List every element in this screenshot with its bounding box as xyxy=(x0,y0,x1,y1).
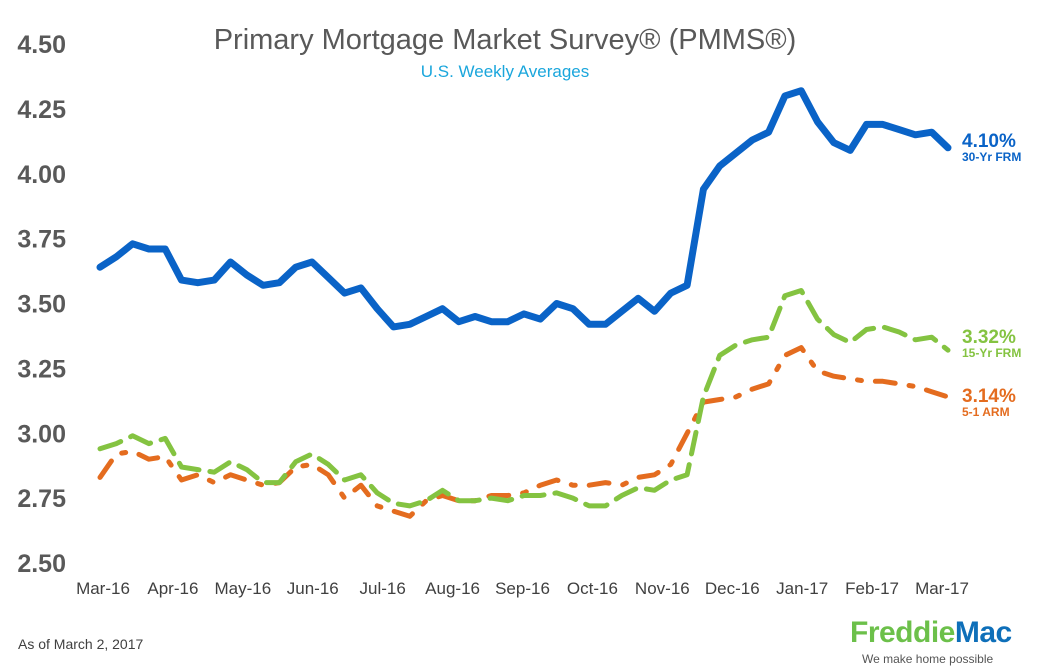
freddie-mac-logo: FreddieMac We make home possible xyxy=(850,618,1020,667)
series-callout-value: 3.14% xyxy=(962,386,1016,407)
series-callout-name: 30-Yr FRM xyxy=(962,150,1022,164)
series-layer xyxy=(96,87,952,519)
chart-subtitle: U.S. Weekly Averages xyxy=(420,62,590,81)
logo-wordmark: FreddieMac xyxy=(850,618,1020,648)
x-tick-label: May-16 xyxy=(214,579,271,598)
x-tick-label: Feb-17 xyxy=(845,579,899,598)
series-callout: 3.14% 5-1 ARM xyxy=(962,387,1016,418)
y-tick-label: 3.75 xyxy=(17,226,66,254)
y-tick-label: 3.50 xyxy=(17,291,66,319)
x-tick-label: Apr-16 xyxy=(147,579,198,598)
x-tick-label: Jun-16 xyxy=(287,579,339,598)
y-tick-label: 4.25 xyxy=(17,96,66,124)
series-callout-value: 3.32% xyxy=(962,327,1016,348)
x-tick-label: Oct-16 xyxy=(567,579,618,598)
y-axis: 2.50 2.75 3.00 3.25 3.50 3.75 4.00 4.25 4.50 xyxy=(17,31,66,578)
footnote: As of March 2, 2017 xyxy=(18,636,144,652)
logo-word-1: Freddie xyxy=(850,616,955,649)
series-callout-value: 4.10% xyxy=(962,131,1016,152)
x-tick-label: Mar-16 xyxy=(76,579,130,598)
x-tick-label: Jan-17 xyxy=(776,579,828,598)
series-line xyxy=(96,87,952,331)
x-tick-label: Dec-16 xyxy=(705,579,760,598)
y-tick-label: 4.00 xyxy=(17,161,66,189)
y-tick-label: 2.50 xyxy=(17,550,66,578)
series-callout: 4.10% 30-Yr FRM xyxy=(962,132,1021,163)
series-callout: 3.32% 15-Yr FRM xyxy=(962,328,1021,359)
x-tick-label: Nov-16 xyxy=(635,579,690,598)
x-tick-label: Sep-16 xyxy=(495,579,550,598)
x-axis: Mar-16 Apr-16 May-16 Jun-16 Jul-16 Aug-16 Sep-… xyxy=(76,579,969,598)
logo-tagline: We make home possible xyxy=(862,652,994,666)
series-callout-name: 5-1 ARM xyxy=(962,405,1010,419)
series-callout-name: 15-Yr FRM xyxy=(962,346,1022,360)
x-tick-label: Jul-16 xyxy=(360,579,406,598)
chart-title: Primary Mortgage Market Survey® (PMMS®) xyxy=(213,24,797,56)
y-tick-label: 3.00 xyxy=(17,420,66,448)
x-tick-label: Aug-16 xyxy=(425,579,480,598)
x-tick-label: Mar-17 xyxy=(915,579,969,598)
series-line xyxy=(97,288,951,509)
series-line xyxy=(97,345,951,519)
logo-word-2: Mac xyxy=(954,616,1012,649)
y-tick-label: 3.25 xyxy=(17,355,66,383)
y-tick-label: 2.75 xyxy=(17,485,66,513)
y-tick-label: 4.50 xyxy=(17,31,66,59)
